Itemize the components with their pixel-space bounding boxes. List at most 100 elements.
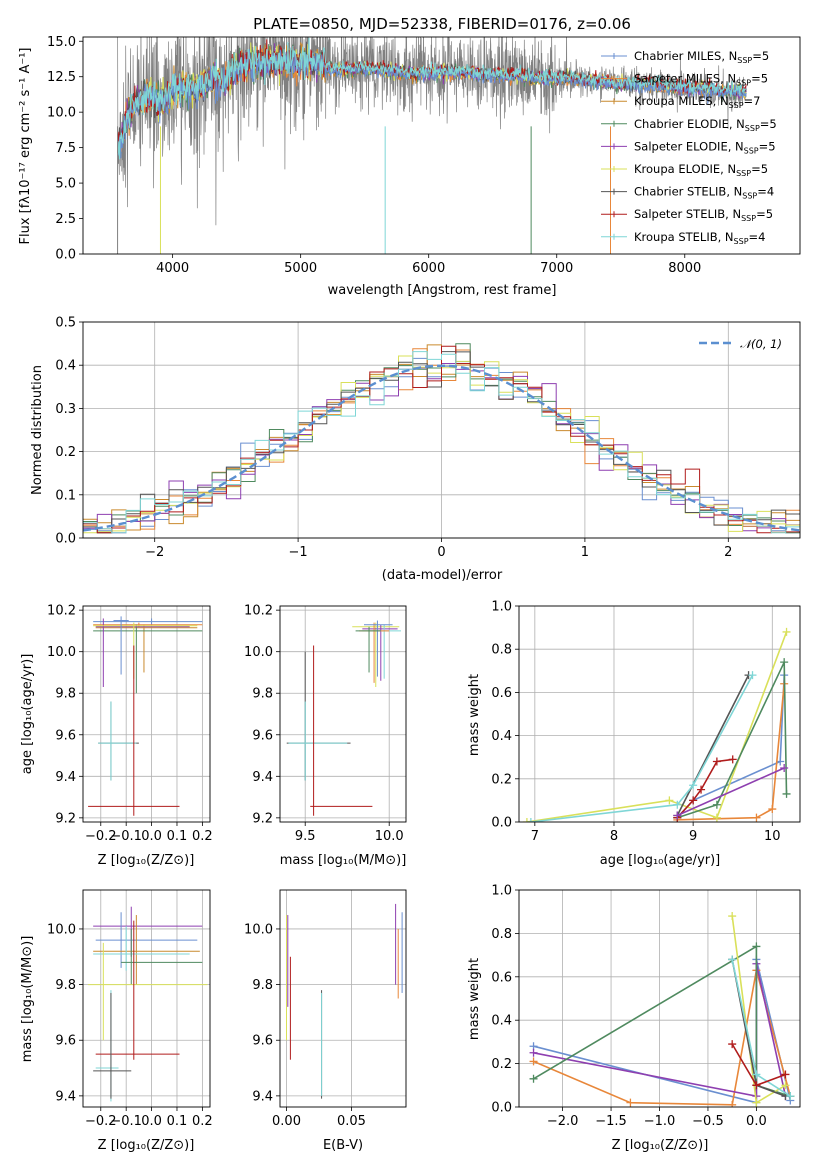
axes-frame <box>82 36 801 255</box>
y-tick-label: 9.2 <box>55 811 76 826</box>
legend-value: =4 <box>757 185 774 199</box>
x-tick-label: −0.2 <box>85 1114 117 1129</box>
plot-area <box>529 912 795 1107</box>
legend-label: Kroupa ELODIE, NSSP=5 <box>634 162 768 178</box>
x-tick-label: −1 <box>289 545 308 560</box>
y-tick-label: 15.0 <box>47 35 76 50</box>
plot-area <box>286 620 401 816</box>
spectrum-ylabel: Flux [fλ10⁻¹⁷ erg cm⁻² s⁻¹ A⁻¹] <box>18 48 33 245</box>
y-tick-label: 0.8 <box>491 643 512 658</box>
legend-subscript: SSP <box>744 146 759 155</box>
y-tick-label: 9.6 <box>252 1034 273 1049</box>
plus-marker <box>728 755 737 764</box>
plus-marker <box>665 796 674 805</box>
spectrum-panel: 4000 5000 6000 7000 8000 0.0 2.5 5.0 7.5 10.0 12.5… <box>47 35 801 276</box>
plus-marker <box>728 1040 737 1049</box>
mass-vs-Z-ylabel: mass [log₁₀(M/M⊙)] <box>20 936 35 1063</box>
y-tick-label: 10.0 <box>244 645 273 660</box>
mass-weight-line <box>530 674 754 822</box>
gaussian-reference-line <box>83 364 800 532</box>
x-tick-label: 0.05 <box>337 1114 366 1129</box>
legend-subscript: SSP <box>737 56 752 65</box>
plus-marker <box>673 811 682 820</box>
x-tick-label: 9 <box>689 829 697 844</box>
x-tick-label: 7000 <box>540 261 573 276</box>
plus-marker <box>752 1070 761 1079</box>
x-tick-label: 6000 <box>412 261 445 276</box>
y-tick-label: 9.4 <box>252 770 273 785</box>
plus-marker <box>752 1081 761 1090</box>
plus-marker <box>728 1100 737 1107</box>
x-tick-label: 0.00 <box>272 1114 301 1129</box>
x-tick-label: 0.0 <box>746 1114 767 1129</box>
legend-subscript: SSP <box>736 169 751 178</box>
axes-frame <box>82 321 801 539</box>
y-tick-label: 9.4 <box>55 1089 76 1104</box>
y-tick-label: 9.6 <box>252 728 273 743</box>
plus-marker <box>780 658 789 667</box>
weight-vs-age-xlabel: age [log₁₀(age/yr)] <box>600 853 721 868</box>
legend-value: =4 <box>749 230 766 244</box>
x-tick-label: −2.0 <box>547 1114 579 1129</box>
y-tick-label: 0.0 <box>491 816 512 831</box>
y-tick-label: 0.3 <box>55 402 76 417</box>
y-tick-label: 0.6 <box>491 970 512 985</box>
x-tick-label: 7 <box>531 829 539 844</box>
y-tick-label: 9.8 <box>55 687 76 702</box>
y-tick-label: 9.4 <box>55 770 76 785</box>
legend-label: Chabrier ELODIE, NSSP=5 <box>634 117 777 133</box>
y-tick-label: 5.0 <box>55 177 76 192</box>
x-tick-label: 0.0 <box>141 829 162 844</box>
y-tick-label: 0.4 <box>491 729 512 744</box>
legend-value: =7 <box>744 94 761 108</box>
plus-marker <box>728 955 737 964</box>
plot-area <box>117 37 747 254</box>
mass-vs-ebv-xlabel: E(B-V) <box>323 1138 363 1153</box>
mass-weight-line <box>526 631 788 822</box>
y-tick-label: 10.0 <box>47 106 76 121</box>
plus-marker <box>697 785 706 794</box>
axes-frame <box>279 889 407 1108</box>
y-tick-label: 0.4 <box>55 359 76 374</box>
histogram-ylabel: Normed distribution <box>30 365 45 495</box>
y-tick-label: 7.5 <box>55 141 76 156</box>
y-tick-label: 0.1 <box>55 488 76 503</box>
axes-frame <box>518 889 801 1108</box>
x-tick-label: 0.0 <box>141 1114 162 1129</box>
y-tick-label: 0.0 <box>55 248 76 263</box>
x-tick-label: 10.0 <box>375 829 404 844</box>
plot-area <box>88 616 203 816</box>
age-vs-metallicity-panel: −0.2−0.1 0.0 0.1 0.2 9.2 9.4 9.6 9.8 10.0 10.2 <box>47 604 213 844</box>
x-tick-label: 1 <box>581 545 589 560</box>
weight-vs-age-panel: 7 8 9 10 0.0 0.2 0.4 0.6 0.8 1.0 <box>491 600 801 844</box>
age-vs-mass-xlabel: mass [log₁₀(M/M⊙)] <box>280 853 407 868</box>
y-tick-label: 10.2 <box>244 604 273 619</box>
mass-weight-line <box>676 674 750 816</box>
y-tick-label: 0.8 <box>491 927 512 942</box>
plot-area <box>83 343 800 534</box>
plus-marker <box>752 942 761 951</box>
y-tick-label: 9.4 <box>252 1089 273 1104</box>
y-tick-label: 1.0 <box>491 884 512 899</box>
x-tick-label: 8 <box>610 829 618 844</box>
legend-subscript: SSP <box>741 214 756 223</box>
y-tick-label: 0.2 <box>55 445 76 460</box>
plus-marker <box>529 1048 538 1057</box>
y-tick-label: 0.0 <box>491 1101 512 1116</box>
axes-frame <box>82 889 211 1108</box>
y-tick-label: 0.2 <box>491 772 512 787</box>
legend-subscript: SSP <box>736 79 751 88</box>
y-tick-label: 10.0 <box>47 645 76 660</box>
plus-marker <box>529 1057 538 1066</box>
plus-marker <box>522 818 531 822</box>
plus-marker <box>712 813 721 822</box>
legend-subscript: SSP <box>734 237 749 246</box>
axes-frame <box>518 605 801 823</box>
plus-marker <box>768 805 777 814</box>
legend-subscript: SSP <box>742 192 757 201</box>
mass-weight-line <box>677 661 788 819</box>
plus-marker <box>526 818 535 822</box>
plot-area <box>88 906 208 1102</box>
legend-label: Chabrier STELIB, NSSP=4 <box>634 185 774 201</box>
plus-marker <box>781 1070 790 1079</box>
